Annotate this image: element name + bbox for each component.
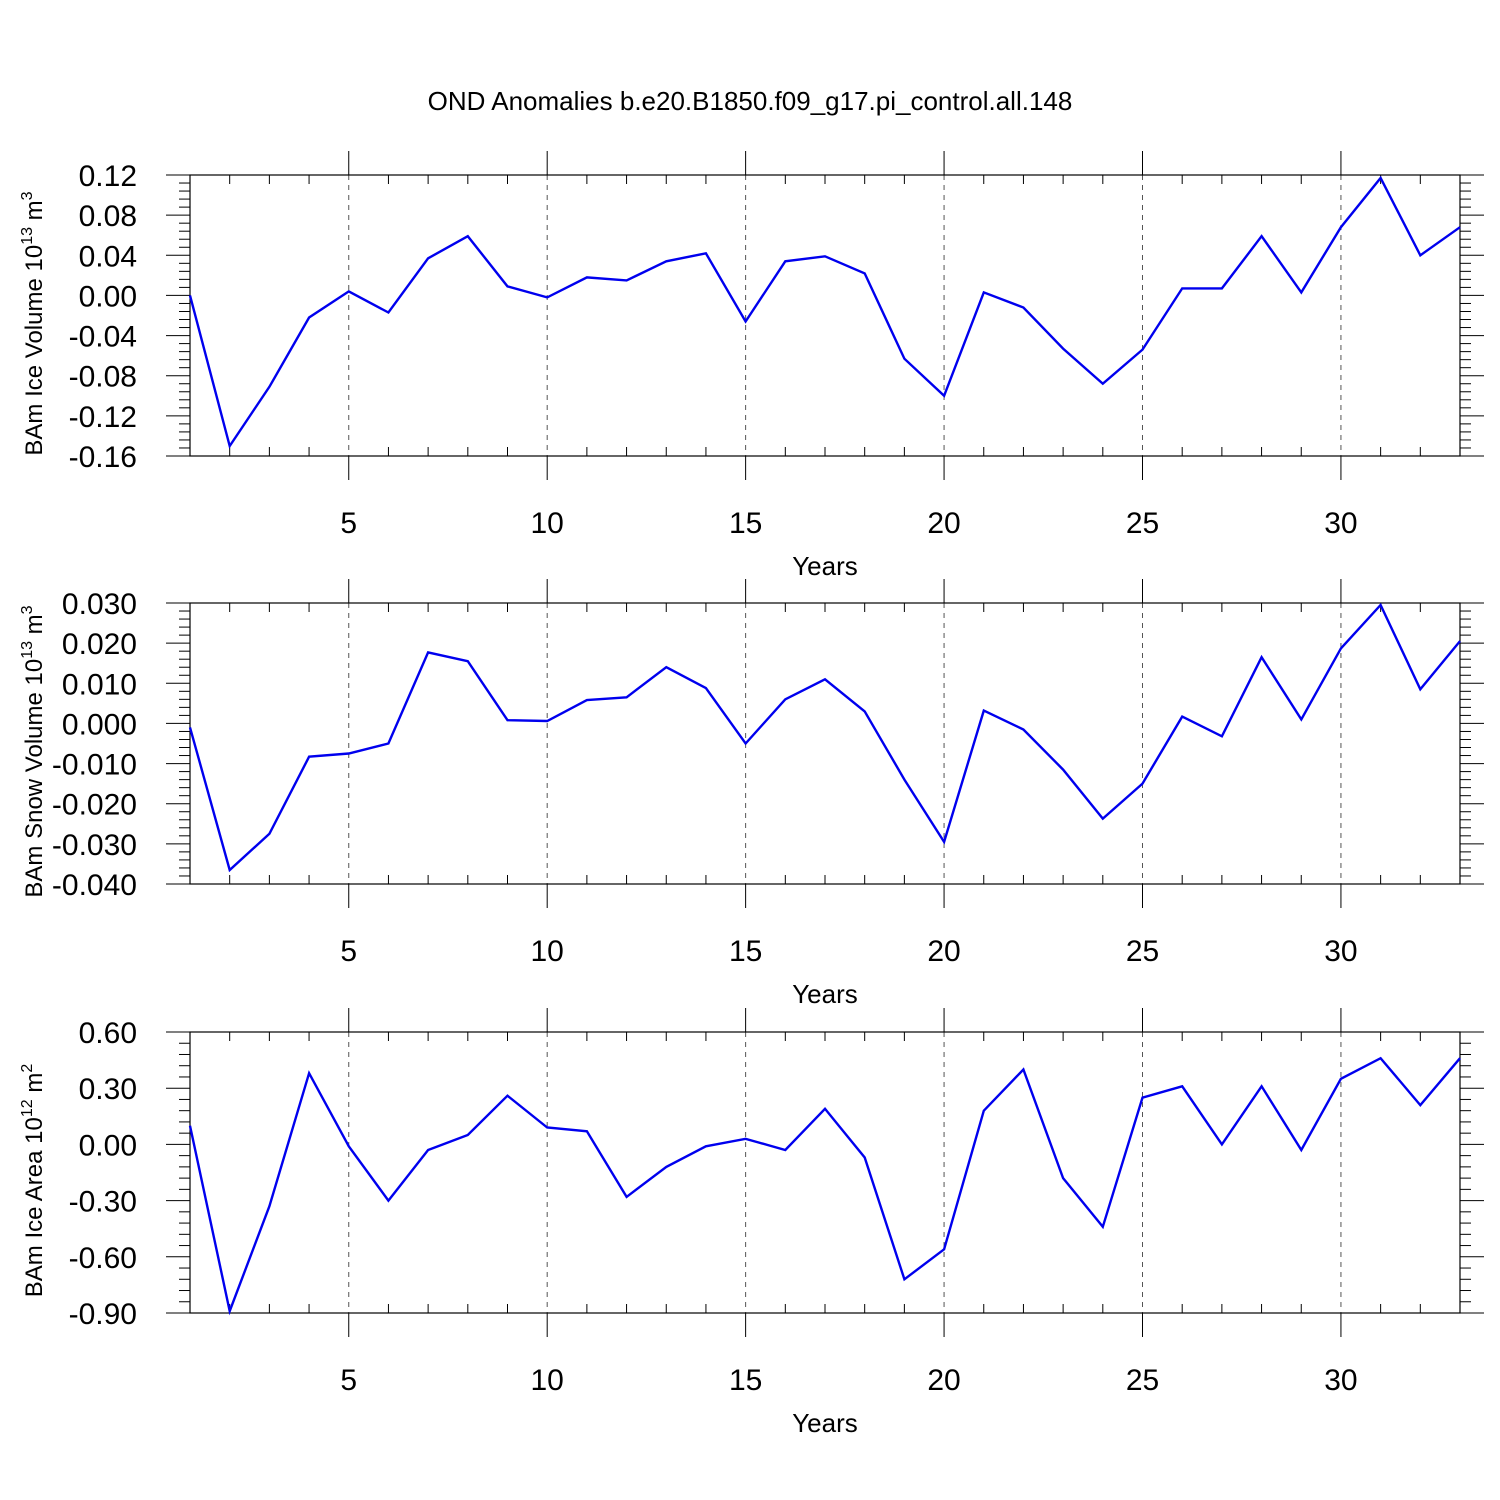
y-tick-label: -0.04 xyxy=(69,321,137,354)
y-tick-label: 0.30 xyxy=(79,1073,137,1106)
x-tick-label: 20 xyxy=(927,935,960,968)
y-tick-label: -0.90 xyxy=(69,1298,137,1331)
x-tick-label: 25 xyxy=(1126,1364,1159,1397)
chart-panel-1: -0.16 -0.12 -0.08 -0.04 0.00 0.04 0.08 0.12 5 10 1… xyxy=(19,151,1484,581)
y-tick-label: 0.08 xyxy=(79,200,137,233)
panels: -0.16 -0.12 -0.08 -0.04 0.00 0.04 0.08 0.12 5 10 1… xyxy=(19,151,1484,1438)
x-tick-label: 20 xyxy=(927,507,960,540)
plot-frame xyxy=(189,602,1461,885)
x-axis-label: Years xyxy=(792,551,858,581)
series-line xyxy=(188,175,1461,449)
x-tick-label: 5 xyxy=(340,507,357,540)
chart-panel-2: -0.040 -0.030 -0.020 -0.010 0.000 0.010 0.020 0… xyxy=(19,579,1484,1009)
y-tick-label: -0.010 xyxy=(52,749,137,782)
y-tick-label: 0.000 xyxy=(62,708,137,741)
plot-frame xyxy=(189,1031,1461,1314)
y-tick-label: 0.12 xyxy=(79,160,137,193)
x-tick-label: 5 xyxy=(340,1364,357,1397)
y-tick-label: 0.00 xyxy=(79,280,137,313)
figure-title: OND Anomalies b.e20.B1850.f09_g17.pi_con… xyxy=(428,86,1073,116)
y-tick-label: 0.020 xyxy=(62,628,137,661)
chart-panel-3: -0.90 -0.60 -0.30 0.00 0.30 0.60 5 10 15 20 25 30 Ye… xyxy=(19,1008,1484,1438)
series-line xyxy=(188,602,1461,873)
plot-frame xyxy=(189,174,1461,457)
x-tick-label: 30 xyxy=(1324,935,1357,968)
x-tick-label: 15 xyxy=(729,507,762,540)
x-axis-label: Years xyxy=(792,979,858,1009)
y-tick-label: 0.010 xyxy=(62,668,137,701)
x-tick-label: 15 xyxy=(729,935,762,968)
x-axis-label: Years xyxy=(792,1408,858,1438)
y-tick-label: -0.040 xyxy=(52,869,137,902)
x-tick-label: 15 xyxy=(729,1364,762,1397)
y-tick-label: 0.04 xyxy=(79,240,137,273)
y-tick-label: -0.60 xyxy=(69,1242,137,1275)
y-tick-label: -0.12 xyxy=(69,401,137,434)
x-tick-label: 25 xyxy=(1126,507,1159,540)
x-tick-label: 10 xyxy=(531,507,564,540)
x-tick-label: 20 xyxy=(927,1364,960,1397)
x-tick-label: 30 xyxy=(1324,1364,1357,1397)
y-axis-label: BAm Ice Area 1012 m2 xyxy=(19,1064,48,1298)
y-tick-label: 0.00 xyxy=(79,1129,137,1162)
x-tick-label: 10 xyxy=(531,1364,564,1397)
x-tick-label: 10 xyxy=(531,935,564,968)
y-tick-label: -0.16 xyxy=(69,441,137,474)
y-tick-label: -0.030 xyxy=(52,829,137,862)
y-tick-label: 0.030 xyxy=(62,588,137,621)
y-axis-label: BAm Ice Volume 1013 m3 xyxy=(19,191,48,455)
y-tick-label: -0.020 xyxy=(52,789,137,822)
x-tick-label: 5 xyxy=(340,935,357,968)
y-tick-label: 0.60 xyxy=(79,1017,137,1050)
series-line xyxy=(188,1056,1461,1316)
x-tick-label: 30 xyxy=(1324,507,1357,540)
x-tick-label: 25 xyxy=(1126,935,1159,968)
y-axis-label: BAm Snow Volume 1013 m3 xyxy=(19,605,48,897)
y-tick-label: -0.30 xyxy=(69,1186,137,1219)
y-tick-label: -0.08 xyxy=(69,361,137,394)
